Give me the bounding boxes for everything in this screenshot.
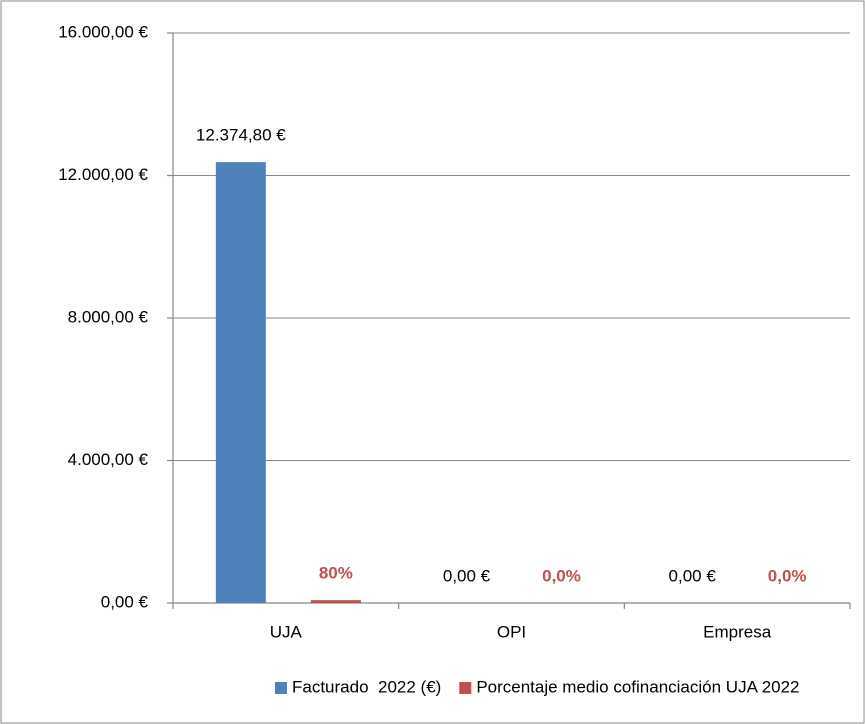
- y-tick-label: 16.000,00 €: [58, 22, 148, 41]
- y-tick-label: 8.000,00 €: [68, 307, 149, 326]
- y-tick-label: 0,00 €: [101, 592, 149, 611]
- y-tick-label: 12.000,00 €: [58, 165, 148, 184]
- legend-swatch: [459, 682, 472, 694]
- legend-label: Facturado 2022 (€): [292, 677, 441, 696]
- data-label: 80%: [319, 564, 353, 583]
- x-tick-label: OPI: [497, 622, 526, 641]
- x-tick-label: UJA: [270, 622, 303, 641]
- bar: [310, 600, 361, 603]
- legend-swatch: [275, 682, 287, 694]
- data-label: 12.374,80 €: [196, 126, 286, 145]
- data-label: 0,0%: [768, 566, 807, 585]
- x-tick-label: Empresa: [703, 622, 772, 641]
- bar: [215, 162, 266, 603]
- data-label: 0,00 €: [669, 566, 717, 585]
- legend-label: Porcentaje medio cofinanciación UJA 2022: [476, 677, 799, 696]
- y-tick-label: 4.000,00 €: [68, 450, 149, 469]
- data-label: 0,0%: [542, 566, 581, 585]
- data-label: 0,00 €: [443, 566, 491, 585]
